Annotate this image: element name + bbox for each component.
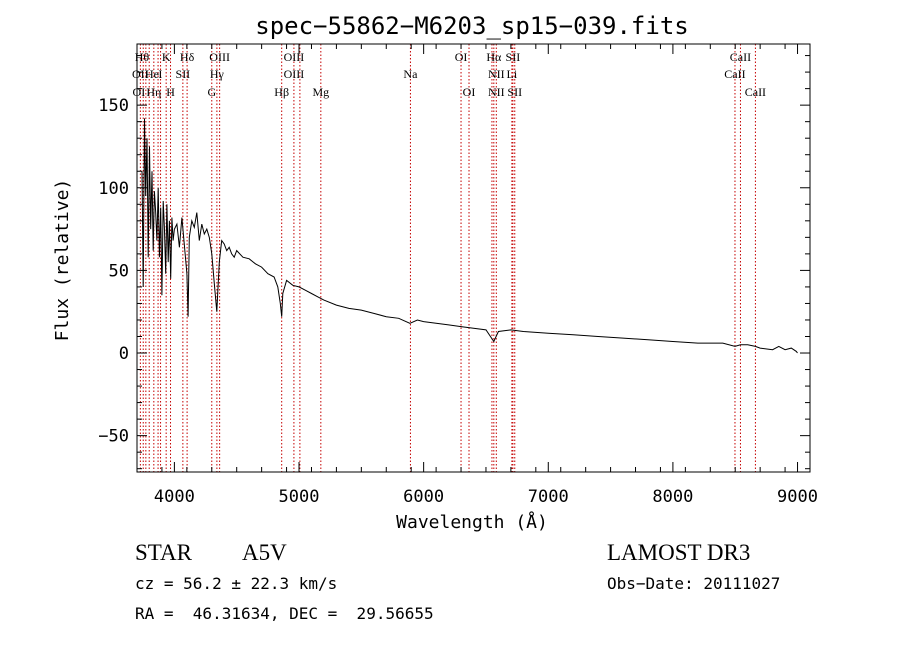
x-tick-label: 9000 [777, 487, 818, 507]
line-label-24: Mg [312, 85, 329, 99]
plot-frame [136, 43, 811, 473]
y-axis-label: Flux (relative) [52, 179, 73, 342]
line-label-8: CaII [730, 50, 751, 64]
line-label-3: OIII [209, 50, 230, 64]
x-tick-label: 8000 [652, 487, 693, 507]
line-label-11: I [158, 67, 162, 81]
line-label-4: OIII [284, 50, 305, 64]
redshift-velocity: cz = 56.2 ± 22.3 km/s [135, 574, 338, 593]
line-label-26: NII [488, 85, 505, 99]
line-label-7: SII [506, 50, 521, 64]
x-tick-label: 6000 [403, 487, 444, 507]
chart-title: spec−55862−M6203_sp15−039.fits [255, 12, 688, 40]
line-label-22: G [207, 85, 216, 99]
line-label-2: Hδ [180, 50, 195, 64]
line-label-13: Hγ [210, 67, 225, 81]
line-label-0: Hθ [135, 50, 150, 64]
line-label-21: H [166, 85, 175, 99]
line-label-15: Na [403, 67, 418, 81]
line-label-9: OII [132, 67, 149, 81]
line-label-1: K [162, 50, 171, 64]
x-tick-label: 4000 [154, 487, 195, 507]
line-label-17: Li [507, 67, 518, 81]
line-label-23: Hβ [274, 85, 289, 99]
line-label-18: CaII [724, 67, 745, 81]
line-label-10: He [145, 67, 159, 81]
line-label-5: OI [455, 50, 468, 64]
observation-date: Obs−Date: 20111027 [607, 574, 781, 593]
line-label-14: OIII [284, 67, 305, 81]
x-tick-label: 5000 [279, 487, 320, 507]
line-label-27: SII [507, 85, 522, 99]
coordinates: RA = 46.31634, DEC = 29.56655 [135, 604, 434, 623]
x-axis-label: Wavelength (Å) [396, 511, 548, 533]
line-label-6: Hα [486, 50, 502, 64]
line-label-12: SII [176, 67, 191, 81]
axis-ticks: 4000 5000 6000 7000 8000 9000 −50 0 50 100 150 [98, 44, 818, 507]
line-label-28: CaII [745, 85, 766, 99]
flux-series-line [141, 118, 798, 354]
object-class: STAR [135, 540, 192, 565]
y-tick-label: 0 [119, 344, 129, 364]
y-tick-label: 100 [98, 179, 129, 199]
spectral-line-markers [139, 44, 756, 472]
line-label-20: Hη [146, 85, 161, 99]
x-tick-label: 7000 [528, 487, 569, 507]
y-tick-label: −50 [98, 427, 129, 447]
survey-name: LAMOST DR3 [607, 540, 751, 565]
object-subclass: A5V [242, 540, 287, 565]
y-tick-label: 50 [109, 261, 129, 281]
line-label-25: OI [463, 85, 476, 99]
line-label-16: NII [488, 67, 505, 81]
line-label-19: OI [133, 85, 146, 99]
y-tick-label: 150 [98, 96, 129, 116]
